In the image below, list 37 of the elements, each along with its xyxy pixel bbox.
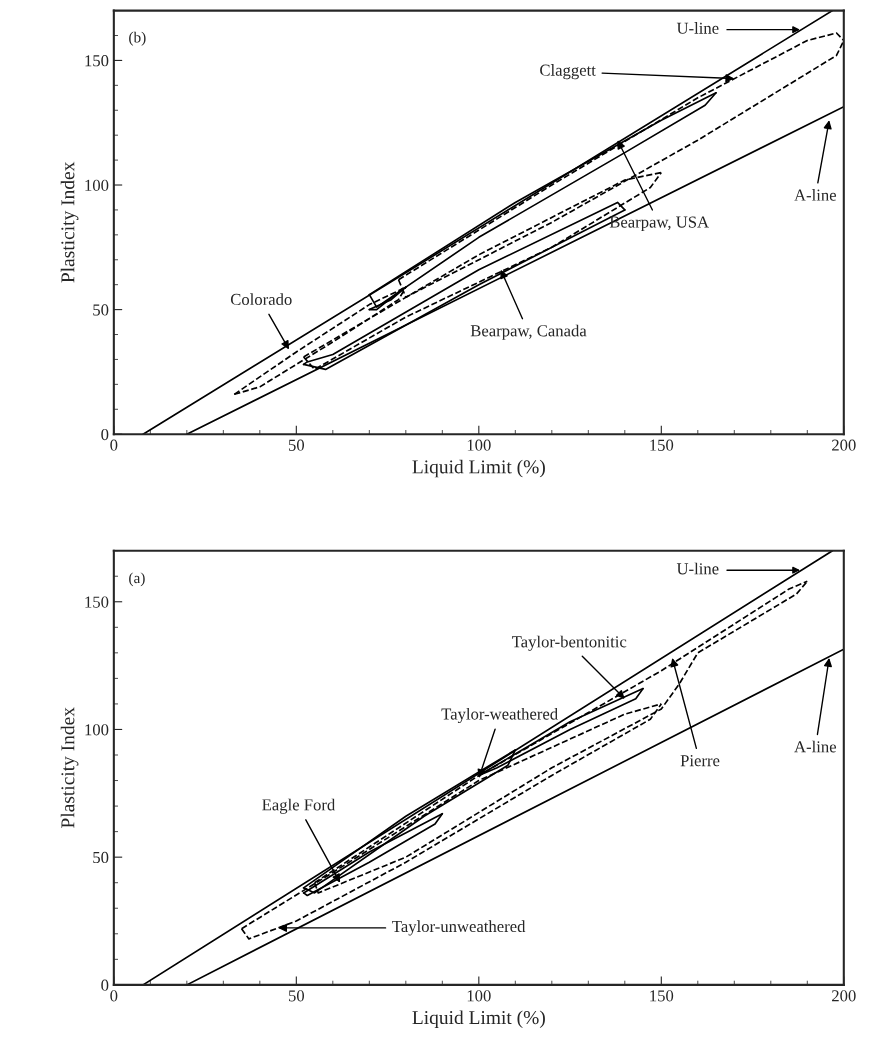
annotation: (b) — [129, 31, 146, 46]
y-tick-label: 150 — [85, 55, 109, 67]
annotation: Eagle Ford — [262, 798, 336, 814]
y-tick-label: 0 — [101, 979, 109, 991]
annotation: U-line — [676, 562, 719, 575]
annotation: A-line — [794, 189, 837, 201]
annotation: Bearpaw, Canada — [470, 324, 587, 340]
annotation: Taylor-unweathered — [392, 920, 526, 936]
x-tick-label: 150 — [650, 990, 674, 1002]
annotation: Taylor-bentonitic — [512, 635, 627, 651]
y-tick-label: 100 — [85, 724, 109, 736]
x-tick-label: 50 — [288, 439, 305, 451]
y-tick-label: 0 — [101, 428, 109, 441]
y-tick-label: 50 — [93, 304, 109, 316]
annotation: (a) — [129, 572, 145, 587]
x-tick-label: 0 — [110, 990, 118, 1002]
x-tick-label: 200 — [832, 990, 856, 1002]
y-axis-title: Plasticity Index — [60, 707, 79, 828]
annotation: Bearpaw, USA — [609, 216, 709, 232]
y-tick-label: 100 — [85, 179, 109, 191]
x-tick-label: 0 — [110, 439, 118, 451]
annotation: Pierre — [680, 755, 720, 767]
annotation: Taylor-weathered — [441, 707, 558, 724]
annotation: Colorado — [230, 293, 292, 306]
x-axis-title: Liquid Limit (%) — [412, 459, 545, 478]
x-tick-label: 200 — [832, 439, 856, 451]
x-tick-label: 150 — [650, 439, 674, 451]
annotation: Claggett — [540, 64, 596, 80]
y-axis-title: Plasticity Index — [60, 161, 79, 283]
x-tick-label: 100 — [467, 990, 491, 1002]
y-tick-label: 50 — [93, 851, 109, 864]
annotation: A-line — [794, 740, 837, 753]
x-tick-label: 100 — [467, 439, 491, 451]
y-tick-label: 150 — [85, 596, 109, 608]
annotation: U-line — [676, 22, 719, 34]
x-axis-title: Liquid Limit (%) — [412, 1010, 545, 1029]
x-tick-label: 50 — [288, 990, 305, 1002]
